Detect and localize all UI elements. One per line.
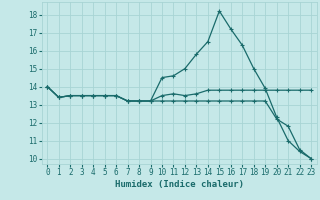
- X-axis label: Humidex (Indice chaleur): Humidex (Indice chaleur): [115, 180, 244, 189]
